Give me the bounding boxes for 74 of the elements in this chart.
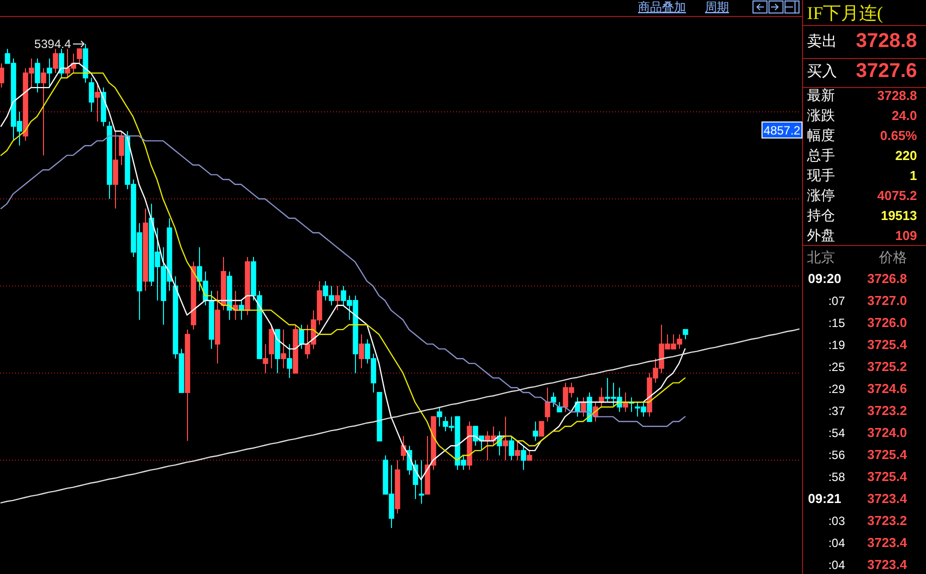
annotation: 4857.2	[764, 124, 801, 138]
candlestick	[262, 344, 268, 374]
text: 3728.8	[856, 30, 917, 52]
text: 3725.2	[867, 359, 907, 374]
text: :54	[828, 426, 846, 440]
candlestick	[214, 290, 220, 364]
candlestick	[358, 334, 364, 369]
text: 220	[895, 148, 917, 163]
text: 24.0	[892, 108, 917, 123]
candlestick	[46, 58, 52, 88]
text: 幅度	[807, 127, 835, 143]
text: 周期	[705, 0, 729, 14]
annotation: 5394.4	[34, 37, 72, 51]
candlestick	[532, 421, 538, 442]
candlestick	[208, 290, 214, 350]
text: :56	[828, 448, 846, 462]
candlestick	[184, 329, 190, 442]
text: 3723.2	[867, 513, 907, 528]
candlestick	[112, 130, 118, 210]
text: 3728.8	[877, 88, 917, 103]
text: :58	[828, 470, 846, 484]
text: 总手	[806, 147, 835, 163]
text: 3726.0	[867, 315, 907, 330]
text: :25	[828, 360, 846, 374]
text: :04	[828, 536, 846, 550]
text: 3725.4	[867, 337, 908, 352]
text: 3723.2	[867, 403, 907, 418]
candlestick	[286, 344, 292, 378]
text: 3723.4	[867, 557, 908, 572]
candlestick	[502, 416, 508, 461]
text: 3727.6	[856, 60, 917, 82]
text: 09:21	[808, 491, 842, 506]
text: 北京	[807, 249, 835, 265]
text: 3727.0	[867, 293, 907, 308]
text: :07	[828, 294, 846, 308]
text: :03	[828, 514, 846, 528]
text: 买入	[807, 63, 837, 80]
text: IF下月连(	[807, 3, 884, 23]
candlestick	[40, 68, 46, 156]
candlestick	[106, 120, 112, 200]
candlestick	[94, 82, 100, 122]
text: 0.65%	[880, 128, 918, 143]
candlestick	[280, 329, 286, 369]
text: :37	[828, 404, 846, 418]
text: 19513	[880, 208, 917, 223]
text: 4075.2	[877, 188, 917, 203]
text: :04	[828, 558, 846, 572]
text: :29	[828, 382, 846, 396]
text: 涨停	[807, 187, 835, 203]
candlestick	[334, 286, 340, 311]
candlestick	[34, 58, 40, 93]
text: 3725.4	[867, 447, 908, 462]
text: 3724.6	[867, 381, 907, 396]
candlestick	[394, 460, 400, 514]
text: 外盘	[807, 227, 835, 243]
text: :15	[828, 316, 846, 330]
text: 卖出	[807, 33, 837, 50]
text: 09:20	[808, 271, 842, 286]
text: 1	[910, 168, 917, 183]
text: 3723.4	[867, 491, 908, 506]
text: 最新	[807, 87, 835, 103]
text: 3725.4	[867, 469, 908, 484]
text: 现手	[807, 167, 835, 183]
text: 3726.8	[867, 271, 907, 286]
text: 3724.0	[867, 425, 907, 440]
text: :19	[828, 338, 846, 352]
text: 持仓	[807, 207, 835, 223]
text: 109	[895, 228, 917, 243]
text: 商品叠加	[638, 0, 686, 14]
text: 价格	[878, 249, 907, 265]
candlestick	[142, 208, 148, 292]
candlestick	[418, 460, 424, 504]
text: 3723.4	[867, 535, 908, 550]
text: 涨跌	[807, 107, 835, 123]
